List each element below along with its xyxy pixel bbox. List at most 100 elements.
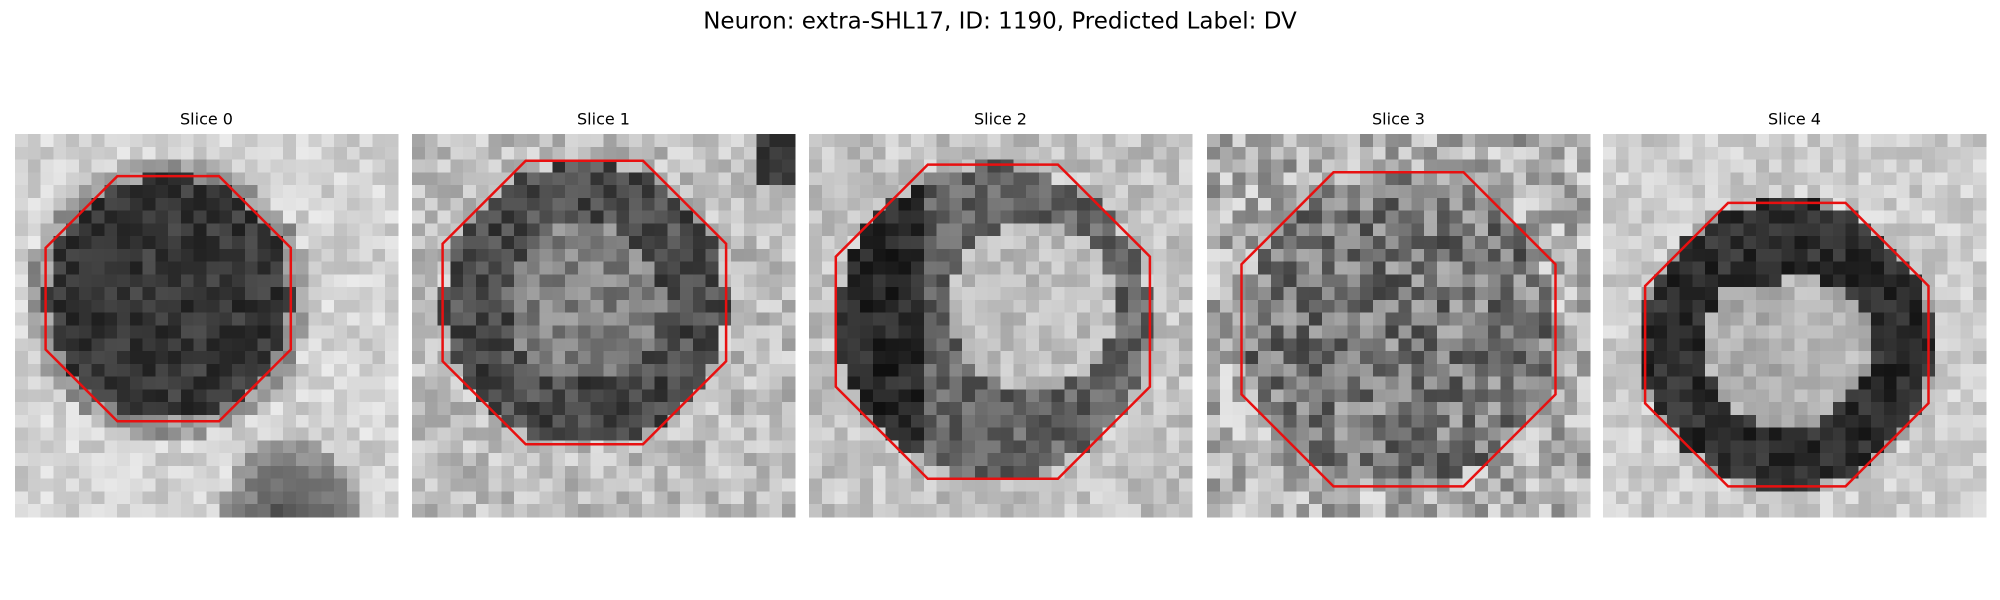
pixel xyxy=(629,185,643,199)
pixel xyxy=(27,236,42,250)
pixel xyxy=(1038,223,1053,237)
pixel xyxy=(1283,338,1297,352)
pixel xyxy=(1385,453,1399,467)
pixel xyxy=(1947,325,1961,339)
pixel xyxy=(1500,465,1514,480)
pixel xyxy=(1179,402,1193,416)
pixel xyxy=(78,146,93,161)
pixel xyxy=(117,299,131,314)
pixel xyxy=(1283,197,1297,212)
pixel xyxy=(911,312,925,326)
pixel xyxy=(1909,134,1923,148)
pixel xyxy=(590,287,604,301)
pixel xyxy=(782,159,796,173)
pixel xyxy=(1462,414,1476,429)
pixel xyxy=(1666,440,1681,454)
pixel xyxy=(193,248,207,263)
pixel xyxy=(1013,478,1027,492)
pixel xyxy=(834,453,848,467)
pixel xyxy=(1207,402,1221,416)
pixel xyxy=(860,287,874,301)
pixel xyxy=(603,236,617,250)
pixel xyxy=(1179,338,1193,352)
pixel xyxy=(834,223,848,237)
pixel xyxy=(334,172,348,186)
pixel xyxy=(821,453,836,467)
pixel xyxy=(782,491,796,505)
pixel xyxy=(1166,325,1180,339)
pixel xyxy=(1026,248,1040,263)
pixel xyxy=(1462,210,1476,224)
pixel xyxy=(142,185,156,199)
pixel xyxy=(78,236,93,250)
pixel xyxy=(898,478,912,492)
pixel xyxy=(1475,465,1489,480)
pixel xyxy=(565,146,579,161)
pixel xyxy=(450,325,464,339)
pixel xyxy=(705,159,719,173)
pixel xyxy=(1270,197,1285,212)
pixel xyxy=(1179,504,1193,518)
roi-contour xyxy=(44,174,293,423)
pixel xyxy=(244,312,259,326)
pixel xyxy=(1973,248,1987,263)
pixel xyxy=(974,325,989,339)
pixel xyxy=(270,440,284,454)
pixel xyxy=(1807,299,1821,314)
pixel xyxy=(1258,146,1272,161)
pixel xyxy=(1922,491,1936,505)
pixel xyxy=(1334,363,1348,378)
pixel xyxy=(898,376,912,390)
pixel xyxy=(372,312,386,326)
pixel xyxy=(193,504,207,518)
pixel xyxy=(1245,427,1259,441)
pixel xyxy=(104,453,118,467)
pixel xyxy=(1820,210,1834,224)
pixel xyxy=(129,363,144,378)
pixel xyxy=(475,248,490,263)
pixel xyxy=(885,402,899,416)
pixel xyxy=(1628,440,1642,454)
pixel xyxy=(731,491,745,505)
pixel xyxy=(1909,389,1923,403)
pixel xyxy=(1089,159,1104,173)
pixel xyxy=(987,376,1001,390)
pixel xyxy=(1153,414,1167,429)
pixel xyxy=(1500,197,1514,212)
pixel xyxy=(1794,261,1808,275)
pixel xyxy=(437,338,451,352)
pixel xyxy=(1309,338,1323,352)
pixel xyxy=(1385,491,1399,505)
pixel xyxy=(1577,465,1591,480)
pixel xyxy=(1513,402,1527,416)
pixel xyxy=(936,478,950,492)
pixel xyxy=(860,389,874,403)
pixel xyxy=(334,134,348,148)
pixel xyxy=(1934,325,1949,339)
pixel xyxy=(731,146,745,161)
pixel xyxy=(1462,159,1476,173)
pixel xyxy=(15,299,29,314)
pixel xyxy=(1153,248,1167,263)
pixel xyxy=(1115,185,1129,199)
pixel xyxy=(1615,465,1630,480)
pixel xyxy=(1960,185,1974,199)
pixel xyxy=(654,338,668,352)
pixel xyxy=(1947,338,1961,352)
pixel xyxy=(590,134,604,148)
pixel xyxy=(219,389,233,403)
pixel xyxy=(1832,223,1847,237)
pixel xyxy=(66,376,80,390)
pixel xyxy=(1794,185,1808,199)
pixel xyxy=(885,504,899,518)
pixel xyxy=(526,363,541,378)
pixel xyxy=(1960,351,1974,365)
pixel xyxy=(1166,312,1180,326)
pixel xyxy=(437,491,451,505)
pixel xyxy=(53,172,67,186)
pixel xyxy=(1128,261,1142,275)
pixel xyxy=(1128,210,1142,224)
pixel xyxy=(437,376,451,390)
pixel xyxy=(1730,338,1744,352)
pixel xyxy=(1717,287,1732,301)
